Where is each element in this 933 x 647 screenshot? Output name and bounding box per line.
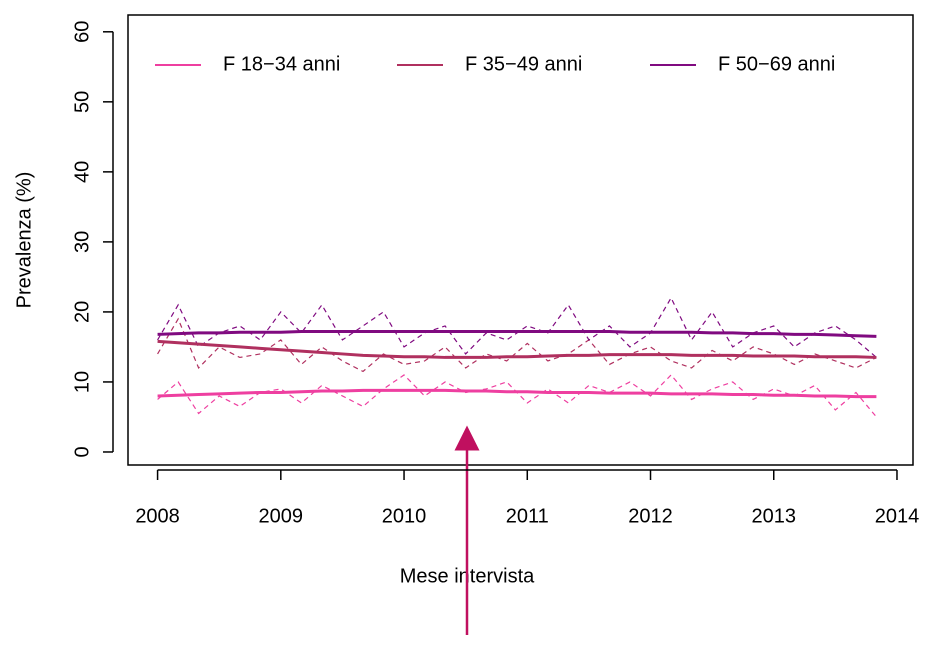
plot-frame [127, 14, 914, 466]
x-tick-label: 2008 [135, 505, 180, 527]
y-tick-label: 0 [71, 446, 93, 457]
x-tick-label: 2009 [259, 505, 304, 527]
trend-line [157, 339, 877, 359]
y-tick-label: 30 [71, 231, 93, 253]
y-tick-label: 20 [71, 301, 93, 323]
y-tick-label: 40 [71, 161, 93, 183]
x-tick-label: 2011 [506, 505, 549, 527]
y-tick-label: 10 [71, 371, 93, 393]
legend-label: F 18−34 anni [223, 53, 340, 75]
legend-label: F 35−49 anni [465, 53, 582, 75]
trend-line [157, 330, 877, 338]
x-tick-label: 2013 [751, 505, 796, 527]
y-axis-label: Prevalenza (%) [13, 172, 35, 309]
legend-label: F 50−69 anni [718, 53, 835, 75]
trend-line [157, 388, 877, 399]
y-tick-label: 50 [71, 91, 93, 113]
x-tick-label: 2014 [875, 505, 920, 527]
raw-line [157, 317, 877, 373]
x-tick-label: 2012 [628, 505, 673, 527]
x-tick-label: 2010 [382, 505, 427, 527]
y-tick-label: 60 [71, 21, 93, 43]
